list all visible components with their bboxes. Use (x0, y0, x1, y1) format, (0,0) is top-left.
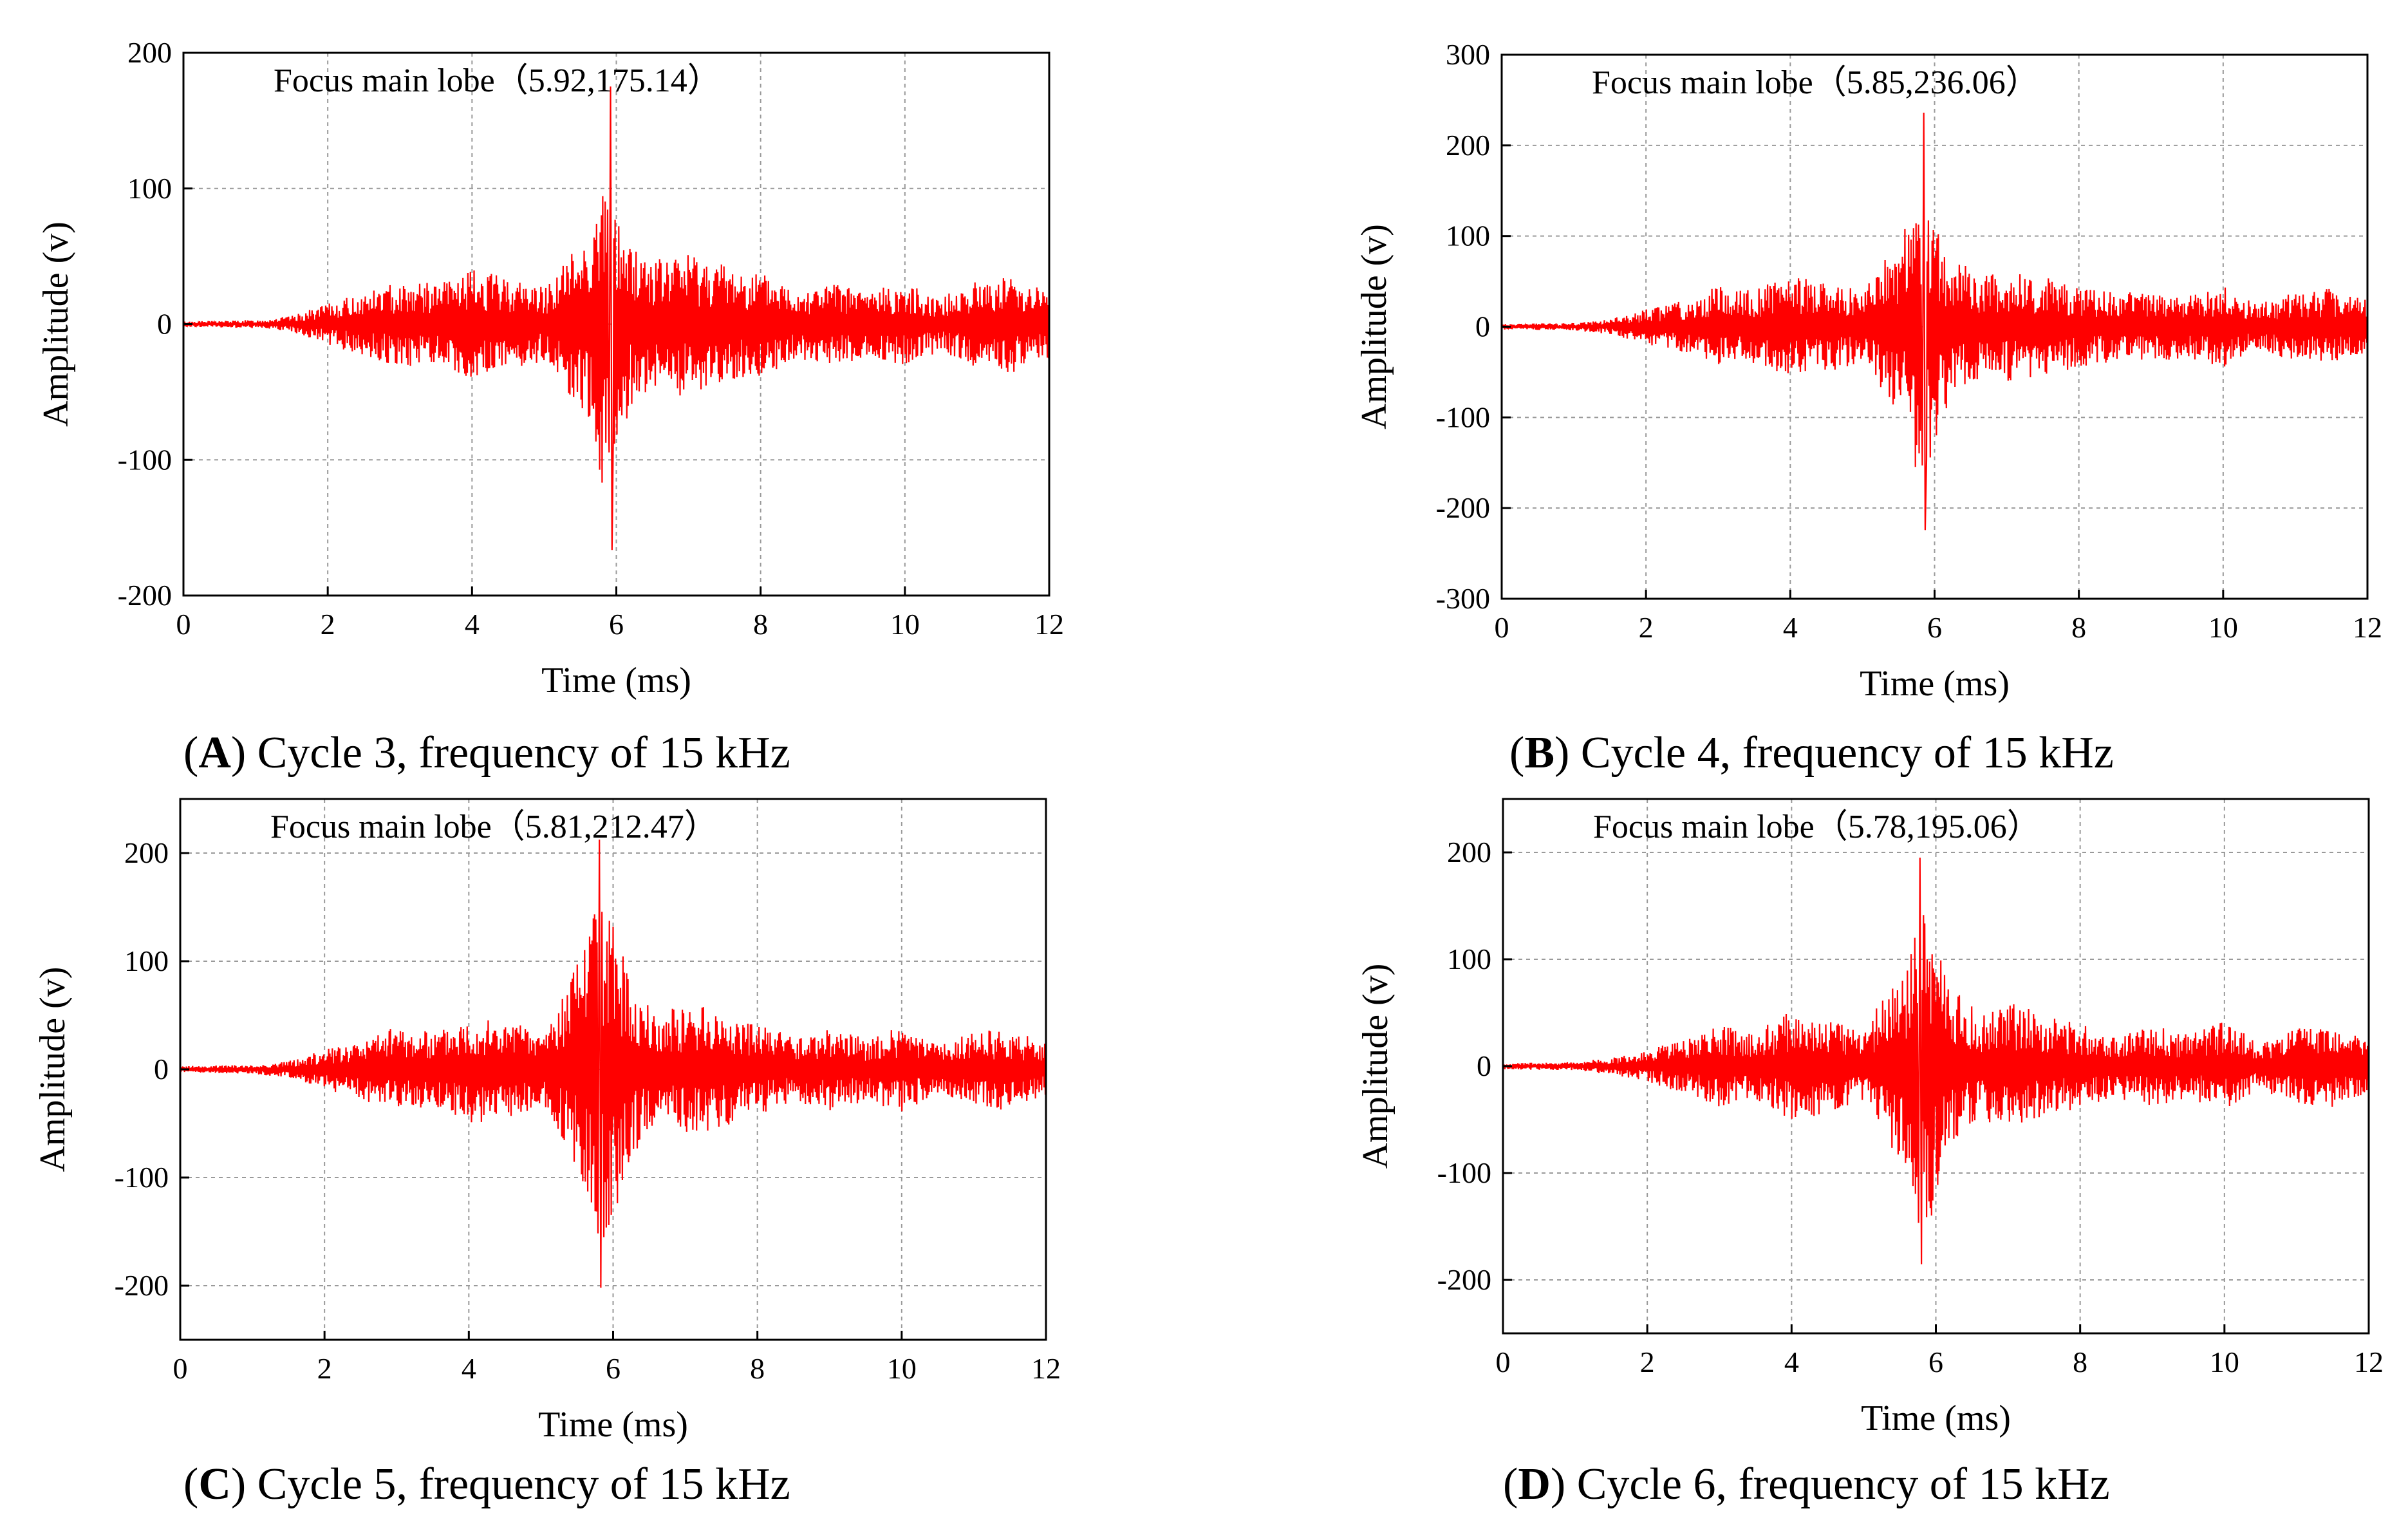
chart-a: 0 2 4 6 8 10 12 -200 -100 0 100 200 Time (ms) Amplitu… (36, 36, 1064, 700)
x-tick-label-c-6: 12 (1031, 1352, 1061, 1385)
y-tick-label-b-2: -100 (1436, 400, 1490, 433)
series-line-c (179, 840, 1047, 1288)
caption-c-letter: C (198, 1460, 231, 1509)
x-tick-label-c-5: 10 (887, 1352, 917, 1385)
caption-a: (A) Cycle 3, frequency of 15 kHz (183, 728, 790, 778)
panel-a: 0 2 4 6 8 10 12 -200 -100 0 100 200 Time (ms) Amplitu… (0, 0, 1204, 778)
x-tick-label-c-3: 6 (606, 1352, 621, 1385)
x-axis-label-a: Time (ms) (541, 661, 691, 700)
x-tick-label-a-3: 6 (609, 608, 624, 641)
x-tick-label-a-6: 12 (1034, 608, 1064, 641)
x-tick-label-b-4: 8 (2071, 611, 2086, 644)
y-tick-label-b-3: 0 (1475, 310, 1490, 343)
y-tick-label-b-1: -200 (1436, 491, 1490, 524)
x-tick-label-b-6: 12 (2353, 611, 2382, 644)
caption-b: (B) Cycle 4, frequency of 15 kHz (1509, 728, 2114, 778)
chart-c: 0 2 4 6 8 10 12 -200 -100 0 100 200 Time (ms) Amplitu… (33, 798, 1061, 1445)
x-tick-label-a-4: 8 (753, 608, 768, 641)
x-tick-label-b-2: 4 (1783, 611, 1798, 644)
y-tick-label-c-4: 200 (124, 836, 169, 869)
y-tick-label-c-2: 0 (154, 1053, 169, 1085)
x-tick-label-c-0: 0 (173, 1352, 188, 1385)
y-tick-label-d-3: 100 (1447, 943, 1491, 975)
caption-a-text: Cycle 3, frequency of 15 kHz (257, 728, 790, 778)
x-axis-label-c: Time (ms) (538, 1405, 688, 1445)
x-tick-label-b-0: 0 (1495, 611, 1509, 644)
y-tick-label-a-0: -200 (118, 579, 172, 612)
y-tick-label-a-3: 100 (127, 172, 172, 205)
caption-d-letter: D (1518, 1460, 1551, 1509)
x-tick-label-b-1: 2 (1639, 611, 1654, 644)
y-axis-label-d: Amplitude (v) (1356, 964, 1395, 1169)
caption-c: (C) Cycle 5, frequency of 15 kHz (183, 1460, 790, 1509)
x-tick-label-c-4: 8 (750, 1352, 765, 1385)
x-axis-label-d: Time (ms) (1861, 1398, 2011, 1438)
panel-c: 0 2 4 6 8 10 12 -200 -100 0 100 200 Time (ms) Amplitu… (0, 770, 1204, 1540)
annotation-d: Focus main lobe（5.78,195.06） (1593, 809, 2040, 845)
annotation-b: Focus main lobe（5.85,236.06） (1592, 64, 2039, 101)
x-axis-label-b: Time (ms) (1860, 664, 2010, 704)
y-tick-label-c-1: -100 (115, 1161, 169, 1194)
y-tick-label-c-3: 100 (124, 944, 169, 977)
x-tick-label-d-0: 0 (1496, 1346, 1511, 1378)
caption-b-text: Cycle 4, frequency of 15 kHz (1580, 728, 2114, 778)
y-tick-label-a-4: 200 (127, 36, 172, 69)
y-tick-label-d-1: -100 (1437, 1156, 1491, 1189)
x-tick-label-d-3: 6 (1928, 1346, 1943, 1378)
chart-d: 0 2 4 6 8 10 12 -200 -100 0 100 200 Time (ms) Amplitu… (1356, 798, 2384, 1438)
y-tick-label-b-4: 100 (1446, 220, 1490, 252)
x-tick-label-c-2: 4 (462, 1352, 476, 1385)
x-tick-label-a-1: 2 (321, 608, 335, 641)
y-axis-label-b: Amplitude (v) (1354, 224, 1394, 429)
y-tick-label-d-0: -200 (1437, 1263, 1491, 1296)
y-axis-label-a: Amplitude (v) (36, 221, 76, 427)
x-tick-label-d-6: 12 (2354, 1346, 2384, 1378)
caption-d: (D) Cycle 6, frequency of 15 kHz (1503, 1460, 2110, 1509)
caption-b-letter: B (1524, 728, 1555, 778)
x-tick-label-d-1: 2 (1640, 1346, 1655, 1378)
panel-b: 0 2 4 6 8 10 12 -300 -200 -100 0 100 200 300 Time (ms)… (1204, 0, 2408, 778)
y-tick-label-d-4: 200 (1447, 836, 1491, 869)
chart-b: 0 2 4 6 8 10 12 -300 -200 -100 0 100 200 300 Time (ms)… (1354, 38, 2382, 704)
caption-d-text: Cycle 6, frequency of 15 kHz (1576, 1460, 2110, 1509)
caption-c-text: Cycle 5, frequency of 15 kHz (257, 1460, 790, 1509)
series-line-d (1502, 858, 2370, 1264)
series-line-b (1500, 112, 2369, 531)
y-axis-label-c: Amplitude (v) (33, 967, 73, 1172)
y-tick-label-d-2: 0 (1477, 1049, 1491, 1082)
x-tick-label-a-2: 4 (465, 608, 480, 641)
x-tick-label-b-5: 10 (2208, 611, 2238, 644)
x-tick-label-d-5: 10 (2210, 1346, 2239, 1378)
series-line-a (182, 86, 1050, 550)
y-tick-label-b-0: -300 (1436, 582, 1490, 615)
y-tick-label-b-6: 300 (1446, 38, 1490, 71)
annotation-a: Focus main lobe（5.92,175.14） (274, 62, 721, 99)
annotation-c: Focus main lobe（5.81,212.47） (270, 809, 718, 845)
panel-d: 0 2 4 6 8 10 12 -200 -100 0 100 200 Time (ms) Amplitu… (1204, 770, 2408, 1540)
caption-a-letter: A (198, 728, 231, 778)
x-tick-label-d-2: 4 (1784, 1346, 1799, 1378)
x-tick-label-c-1: 2 (317, 1352, 332, 1385)
y-tick-label-c-0: -200 (115, 1269, 169, 1302)
x-tick-label-a-0: 0 (176, 608, 191, 641)
x-tick-label-b-3: 6 (1927, 611, 1942, 644)
x-tick-label-d-4: 8 (2073, 1346, 2087, 1378)
y-tick-label-b-5: 200 (1446, 129, 1490, 162)
y-tick-label-a-2: 0 (157, 308, 172, 341)
x-tick-label-a-5: 10 (890, 608, 920, 641)
y-tick-label-a-1: -100 (118, 443, 172, 476)
